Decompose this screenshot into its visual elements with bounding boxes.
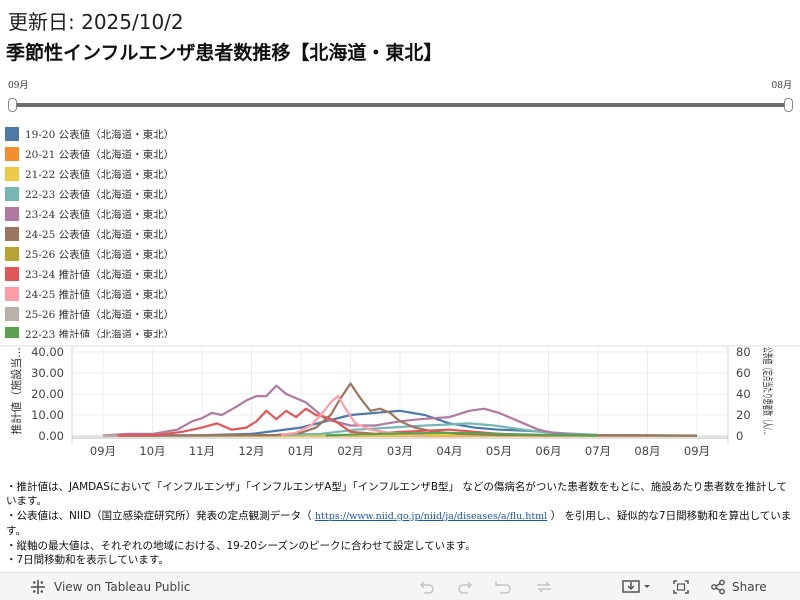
fullscreen-button[interactable] [672, 573, 690, 600]
x-tick-label: 09月 [684, 444, 710, 458]
legend-item[interactable]: 22-23 公表値（北海道・東北） [5, 184, 305, 204]
x-tick-label: 02月 [337, 444, 363, 458]
y-left-tick-label: 40.00 [31, 345, 64, 359]
refresh-icon [534, 579, 554, 595]
legend-swatch [5, 207, 19, 221]
y-left-axis-title: 推計値（施設当... [9, 347, 23, 435]
download-icon [622, 579, 652, 595]
series-line[interactable] [281, 395, 425, 437]
y-right-tick-label: 60 [736, 366, 751, 380]
legend-label: 20-21 公表値（北海道・東北） [25, 148, 175, 161]
slider-start-handle[interactable] [8, 98, 17, 112]
legend-label: 19-20 公表値（北海道・東北） [25, 128, 175, 141]
legend-item[interactable]: 21-22 公表値（北海道・東北） [5, 164, 305, 184]
note-estimate: ・推計値は、JAMDASにおいて「インフルエンザ」「インフルエンザA型」「インフ… [6, 481, 788, 508]
x-tick-label: 10月 [139, 444, 165, 458]
x-tick-label: 03月 [387, 444, 413, 458]
note-published-post: ） を引用し、疑似的な7日間移動和を算出しています。 [6, 509, 792, 538]
legend: 19-20 公表値（北海道・東北） 20-21 公表値（北海道・東北） 21-22 … [5, 124, 305, 338]
legend-item[interactable]: 25-26 推計値（北海道・東北） [5, 304, 305, 324]
y-left-tick-label: 20.00 [31, 387, 64, 401]
series-line[interactable] [102, 384, 698, 437]
series-line[interactable] [325, 431, 599, 437]
page-title: 季節性インフルエンザ患者数推移【北海道・東北】 [6, 42, 443, 64]
refresh-button[interactable] [534, 573, 554, 600]
legend-label: 23-24 推計値（北海道・東北） [25, 268, 175, 281]
y-right-tick-label: 40 [736, 387, 751, 401]
legend-item[interactable]: 19-20 公表値（北海道・東北） [5, 124, 305, 144]
share-icon [710, 579, 726, 595]
note-published-pre: ・公表値は、NIID（国立感染症研究所）発表の定点観測データ（ [6, 509, 315, 522]
revert-icon [494, 579, 512, 595]
note-published: ・公表値は、NIID（国立感染症研究所）発表の定点観測データ（ https://… [6, 509, 794, 539]
legend-swatch [5, 187, 19, 201]
x-tick-label: 06月 [535, 444, 561, 458]
legend-swatch [5, 127, 19, 141]
legend-label: 21-22 公表値（北海道・東北） [25, 168, 175, 181]
slider-end-handle[interactable] [784, 98, 793, 112]
legend-label: 22-23 推計値（北海道・東北） [25, 328, 175, 339]
undo-button[interactable] [418, 573, 436, 600]
y-right-tick-label: 20 [736, 408, 751, 422]
x-tick-label: 01月 [288, 444, 314, 458]
note-moving-sum: ・7日間移動和を表示しています。 [6, 554, 169, 567]
x-tick-label: 07月 [585, 444, 611, 458]
view-on-tableau-label: View on Tableau Public [54, 580, 191, 594]
legend-label: 24-25 推計値（北海道・東北） [25, 288, 175, 301]
legend-swatch [5, 147, 19, 161]
legend-label: 25-26 推計値（北海道・東北） [25, 308, 175, 321]
share-label: Share [732, 580, 767, 594]
legend-item[interactable]: 23-24 公表値（北海道・東北） [5, 204, 305, 224]
y-left-tick-label: 30.00 [31, 366, 64, 380]
x-tick-label: 12月 [238, 444, 264, 458]
legend-swatch [5, 307, 19, 321]
x-tick-label: 08月 [634, 444, 660, 458]
month-range-slider[interactable]: 09月 08月 [0, 76, 800, 116]
revert-button[interactable] [494, 573, 512, 600]
slider-end-label: 08月 [771, 81, 792, 91]
y-left-tick-label: 0.00 [38, 429, 64, 443]
updated-date: 更新日: 2025/10/2 [8, 10, 184, 34]
legend-item[interactable]: 23-24 推計値（北海道・東北） [5, 264, 305, 284]
note-axis-max: ・縦軸の最大値は、それぞれの地域における、19-20シーズンのピークに合わせて設… [6, 539, 476, 552]
share-button[interactable]: Share [710, 573, 767, 600]
x-tick-label: 09月 [90, 444, 116, 458]
y-right-tick-label: 0 [736, 429, 743, 443]
slider-start-label: 09月 [8, 81, 29, 91]
legend-swatch [5, 267, 19, 281]
y-right-tick-label: 80 [736, 345, 751, 359]
slider-track[interactable] [12, 103, 788, 107]
legend-swatch [5, 287, 19, 301]
x-tick-label: 04月 [436, 444, 462, 458]
flu-trend-chart: 09月 10月 11月 12月 01月 02月 03月 04月 05月 06月 07月 08月 09月 … [0, 344, 800, 464]
legend-swatch [5, 227, 19, 241]
legend-label: 25-26 公表値（北海道・東北） [25, 248, 175, 261]
redo-button[interactable] [456, 573, 474, 600]
legend-label: 23-24 公表値（北海道・東北） [25, 208, 175, 221]
x-tick-label: 11月 [189, 444, 215, 458]
legend-swatch [5, 247, 19, 261]
legend-item[interactable]: 25-26 公表値（北海道・東北） [5, 244, 305, 264]
legend-item[interactable]: 24-25 推計値（北海道・東北） [5, 284, 305, 304]
fullscreen-icon [672, 579, 690, 595]
x-tick-label: 05月 [486, 444, 512, 458]
legend-swatch [5, 327, 19, 338]
notes: ・推計値は、JAMDASにおいて「インフルエンザ」「インフルエンザA型」「インフ… [6, 480, 794, 567]
y-left-tick-label: 10.00 [31, 408, 64, 422]
legend-item[interactable]: 22-23 推計値（北海道・東北） [5, 324, 305, 338]
chart-svg: 09月 10月 11月 12月 01月 02月 03月 04月 05月 06月 07月 08月 09月 … [0, 345, 800, 458]
legend-swatch [5, 167, 19, 181]
legend-label: 24-25 公表値（北海道・東北） [25, 228, 175, 241]
redo-icon [456, 579, 474, 595]
legend-label: 22-23 公表値（北海道・東北） [25, 188, 175, 201]
tableau-logo-icon [30, 579, 46, 595]
y-right-axis-title: 公表値（定点当たり患者数（人/... [761, 347, 775, 435]
niid-link[interactable]: https://www.niid.go.jp/niid/ja/diseases/… [314, 510, 548, 522]
download-button[interactable] [622, 573, 652, 600]
legend-item[interactable]: 24-25 公表値（北海道・東北） [5, 224, 305, 244]
undo-icon [418, 579, 436, 595]
tableau-toolbar: View on Tableau Public Share [0, 572, 800, 600]
view-on-tableau-button[interactable]: View on Tableau Public [30, 573, 190, 600]
legend-item[interactable]: 20-21 公表値（北海道・東北） [5, 144, 305, 164]
